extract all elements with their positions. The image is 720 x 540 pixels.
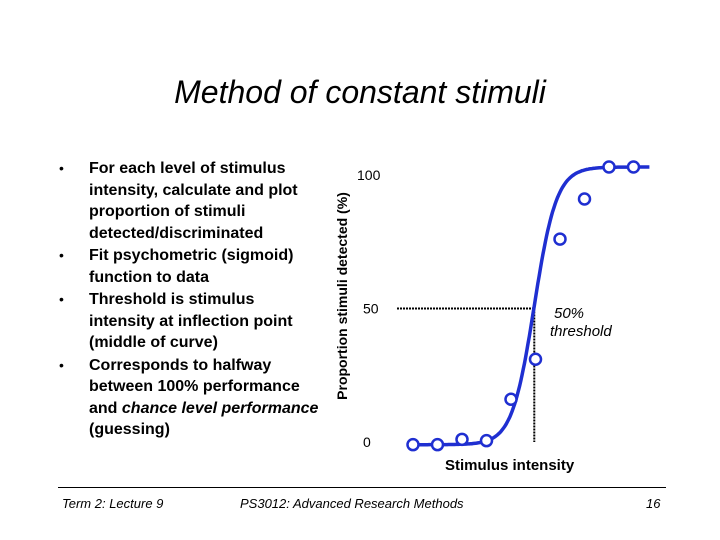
threshold-label: threshold bbox=[550, 323, 612, 340]
bullet-text-part: Corresponds to halfway between 100% perf… bbox=[89, 356, 300, 417]
bullet-text-part: (guessing) bbox=[89, 421, 170, 438]
y-tick-label: 0 bbox=[363, 434, 371, 450]
footer-left: Term 2: Lecture 9 bbox=[62, 496, 164, 511]
x-axis-label: Stimulus intensity bbox=[445, 457, 575, 474]
data-point bbox=[553, 232, 567, 246]
bullet-item: • Threshold is stimulus intensity at infl… bbox=[58, 289, 320, 354]
y-tick-label: 100 bbox=[357, 167, 381, 183]
data-point bbox=[455, 432, 469, 447]
bullet-item: • Fit psychometric (sigmoid) function to … bbox=[58, 245, 320, 288]
footer-center: PS3012: Advanced Research Methods bbox=[240, 496, 464, 511]
bullet-marker: • bbox=[59, 247, 64, 263]
slide-number: 16 bbox=[646, 496, 661, 511]
bullet-text: For each level of stimulus intensity, ca… bbox=[89, 160, 298, 242]
data-point bbox=[528, 352, 543, 366]
bullet-item: • Corresponds to halfway between 100% per… bbox=[58, 355, 320, 441]
bullet-marker: • bbox=[59, 160, 64, 176]
data-point bbox=[406, 437, 420, 452]
slide-title: Method of constant stimuli bbox=[174, 74, 546, 110]
bullet-text: Threshold is stimulus intensity at infle… bbox=[89, 291, 293, 351]
bullet-marker: • bbox=[59, 356, 64, 373]
data-point bbox=[626, 160, 641, 174]
y-tick-label: 50 bbox=[363, 301, 379, 317]
bullet-text: Corresponds to halfway between 100% perf… bbox=[89, 357, 318, 439]
data-point bbox=[504, 392, 518, 407]
footer-rule bbox=[58, 487, 666, 488]
bullet-list: • For each level of stimulus intensity, c… bbox=[58, 158, 320, 442]
data-point bbox=[479, 433, 494, 448]
bullet-item: • For each level of stimulus intensity, c… bbox=[58, 158, 320, 244]
data-point bbox=[577, 192, 592, 206]
bullet-marker: • bbox=[59, 291, 64, 307]
bullet-text-italic: chance level performance bbox=[121, 399, 319, 417]
threshold-label: 50% bbox=[554, 305, 584, 322]
bullet-text: Fit psychometric (sigmoid) function to d… bbox=[89, 247, 294, 286]
data-point bbox=[602, 160, 616, 174]
sigmoid-fit-curve bbox=[406, 165, 650, 447]
data-point bbox=[430, 437, 445, 452]
